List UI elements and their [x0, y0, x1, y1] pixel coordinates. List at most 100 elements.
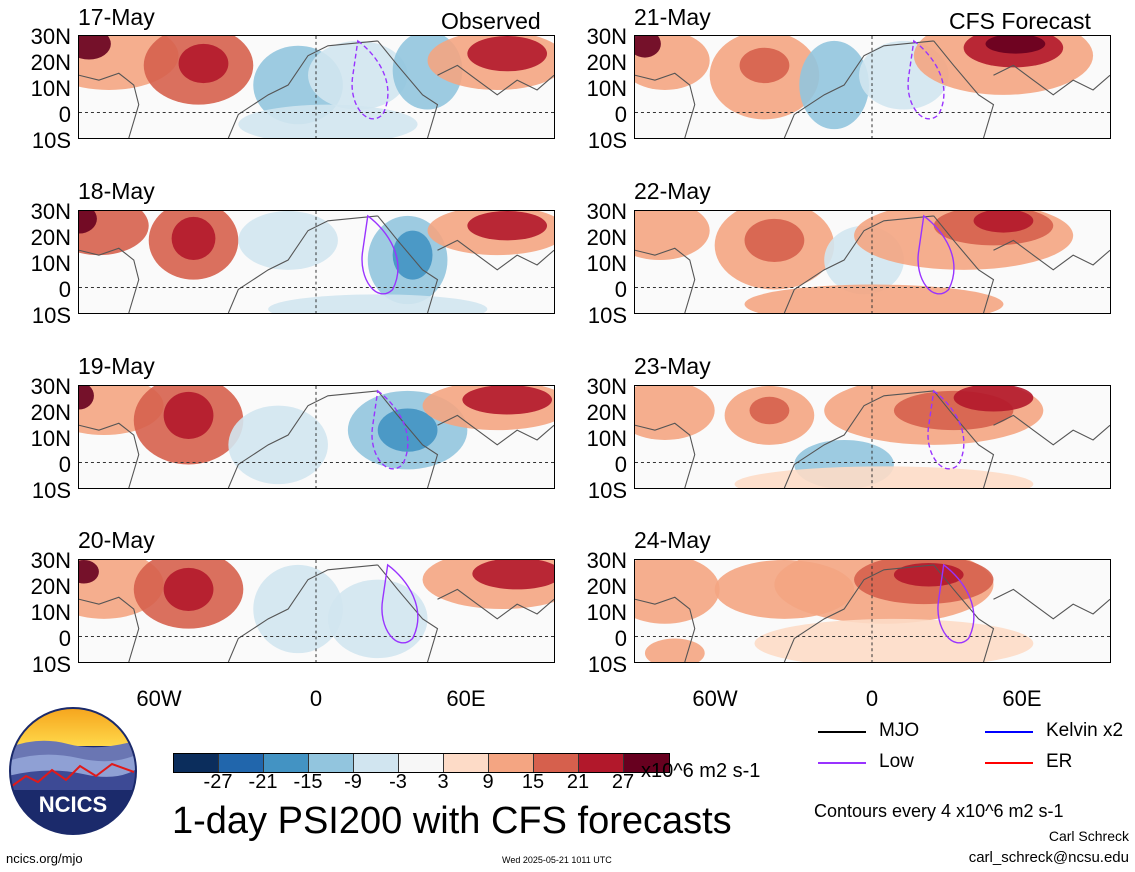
legend-line-kelvin: [985, 731, 1033, 733]
colorbar-swatch: [174, 754, 219, 772]
psi-anomaly: [635, 386, 715, 440]
lat-label: 10N: [30, 76, 71, 101]
colorbar-tick-label: -27: [203, 771, 233, 793]
map-panel-21-may: [634, 35, 1111, 139]
psi-anomaly: [467, 211, 548, 241]
psi-field: [635, 36, 1110, 138]
map-panel-18-may: [78, 210, 555, 314]
legend-label-mjo: MJO: [879, 720, 920, 741]
site-link[interactable]: ncics.org/mjo: [6, 851, 83, 866]
lat-label: 20N: [30, 574, 71, 599]
psi-field: [79, 36, 554, 138]
lat-label: 30N: [30, 548, 71, 573]
psi-anomaly: [228, 405, 328, 485]
psi-field: [79, 211, 554, 313]
psi-anomaly: [253, 564, 343, 654]
map-panel-22-may: [634, 210, 1111, 314]
panel-title-left-3: 19-May: [78, 353, 155, 379]
field-layer: [635, 36, 1094, 130]
field-layer: [635, 386, 1044, 488]
lat-label: 10S: [31, 652, 71, 677]
map-panel-20-may: [78, 559, 555, 663]
lat-label: 20N: [30, 50, 71, 75]
colorbar-swatch: [399, 754, 444, 772]
lat-label: 10S: [587, 128, 627, 153]
lon-label-0-right: 0: [865, 686, 879, 711]
lat-label: 10N: [586, 76, 627, 101]
colorbar-tick-label: -21: [248, 771, 278, 793]
psi-anomaly: [799, 40, 870, 130]
colorbar-swatch: [354, 754, 399, 772]
psi-anomaly: [392, 230, 433, 280]
lon-label-60e-right: 60E: [1002, 686, 1042, 711]
psi-anomaly: [744, 284, 1004, 313]
panel-title-left-2: 18-May: [78, 178, 155, 204]
psi-anomaly: [472, 560, 554, 590]
colorbar-swatch: [219, 754, 264, 772]
psi-anomaly: [953, 386, 1034, 412]
email: carl_schreck@ncsu.edu: [968, 849, 1129, 866]
psi-anomaly: [744, 218, 805, 262]
lat-label: 10S: [31, 128, 71, 153]
lat-label: 10S: [587, 303, 627, 328]
psi-anomaly: [79, 560, 99, 584]
low-contour: [371, 389, 409, 470]
field-layer: [79, 560, 554, 659]
lat-label: 0: [58, 626, 71, 651]
field-layer: [79, 211, 554, 313]
coastline: [635, 390, 1110, 488]
psi-field: [635, 386, 1110, 488]
psi-anomaly: [893, 562, 964, 587]
map-panel-19-may: [78, 385, 555, 489]
field-layer: [79, 386, 554, 485]
colorbar-tick-label: 9: [482, 771, 494, 793]
main-title: 1-day PSI200 with CFS forecasts: [172, 800, 732, 842]
colorbar-tick-label: -3: [389, 771, 407, 793]
psi-field: [79, 560, 554, 662]
colorbar-swatch: [489, 754, 534, 772]
psi-anomaly: [163, 567, 214, 611]
colorbar-swatch: [624, 754, 669, 772]
logo-text: NCICS: [39, 792, 107, 817]
panel-title-right-2: 22-May: [634, 178, 711, 204]
psi-anomaly: [985, 36, 1046, 54]
lat-label: 0: [614, 626, 627, 651]
forecast-label: CFS Forecast: [949, 8, 1091, 34]
field-layer: [635, 211, 1074, 313]
psi-anomaly: [327, 579, 428, 659]
lon-label-0-left: 0: [309, 686, 323, 711]
psi-anomaly: [754, 618, 1034, 662]
low-contour: [927, 389, 965, 470]
colorbar-swatch: [579, 754, 624, 772]
colorbar-swatch: [534, 754, 579, 772]
legend-line-mjo: [818, 731, 866, 733]
map-panel-17-may: [78, 35, 555, 139]
psi-anomaly: [635, 560, 720, 624]
lat-label: 30N: [586, 374, 627, 399]
legend-label-er: ER: [1046, 751, 1073, 772]
legend-label-low: Low: [879, 751, 914, 772]
panel-title-right-4: 24-May: [634, 527, 711, 553]
psi-anomaly: [163, 391, 214, 439]
coastline: [635, 215, 1110, 313]
low-contour: [907, 39, 945, 120]
lat-label: 10S: [587, 478, 627, 503]
coastline: [79, 564, 554, 662]
ncics-logo: NCICS: [9, 707, 137, 835]
psi-anomaly: [238, 104, 418, 138]
lat-label: 20N: [30, 400, 71, 425]
map-panel-24-may: [634, 559, 1111, 663]
lat-label: 0: [58, 452, 71, 477]
lat-label: 10N: [586, 600, 627, 625]
map-panel-23-may: [634, 385, 1111, 489]
lat-label: 30N: [30, 199, 71, 224]
lat-label: 0: [614, 452, 627, 477]
colorbar-tick-label: 15: [521, 771, 545, 793]
psi-anomaly: [749, 396, 790, 425]
lat-label: 30N: [30, 24, 71, 49]
psi-anomaly: [79, 36, 111, 60]
colorbar-tick-label: 3: [437, 771, 449, 793]
legend-line-low: [818, 762, 866, 764]
psi-anomaly: [377, 408, 438, 452]
contour-note: Contours every 4 x10^6 m2 s-1: [814, 801, 1064, 821]
